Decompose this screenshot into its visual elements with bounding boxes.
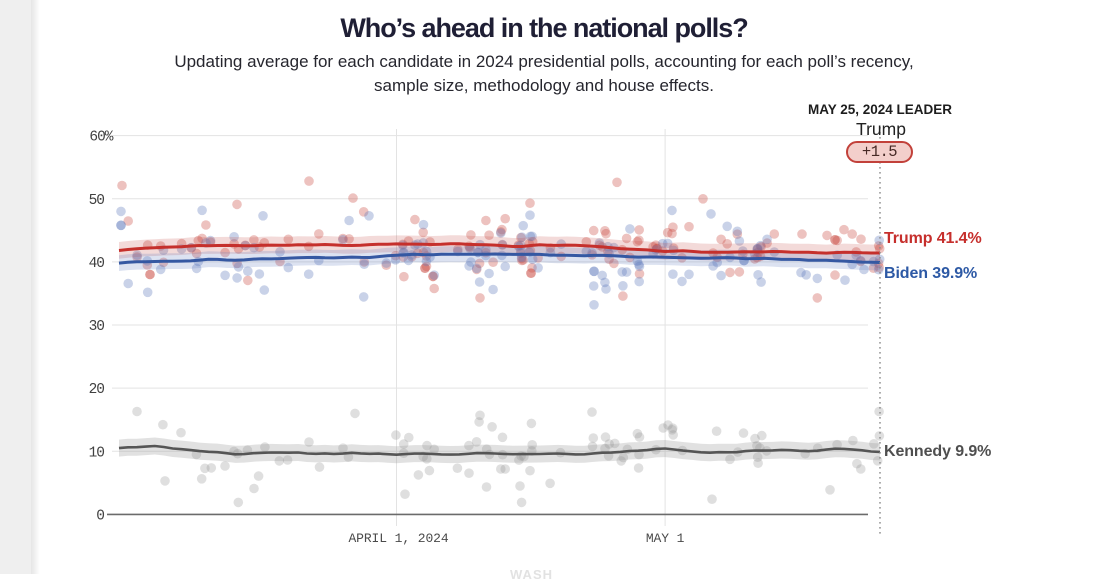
svg-text:30: 30 bbox=[89, 319, 105, 335]
svg-text:50: 50 bbox=[89, 193, 105, 209]
svg-text:10: 10 bbox=[89, 445, 105, 461]
svg-text:20: 20 bbox=[89, 382, 105, 398]
svg-text:APRIL 1, 2024: APRIL 1, 2024 bbox=[348, 531, 448, 546]
svg-text:MAY 1: MAY 1 bbox=[646, 531, 685, 546]
svg-text:60%: 60% bbox=[89, 130, 113, 146]
svg-text:0: 0 bbox=[96, 508, 104, 524]
svg-text:40: 40 bbox=[89, 256, 105, 272]
